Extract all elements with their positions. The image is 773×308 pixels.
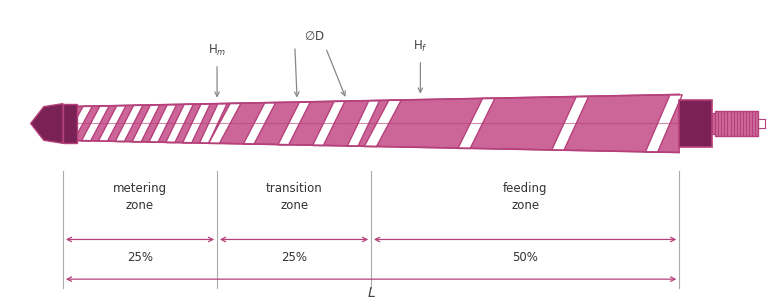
Text: L: L	[367, 286, 375, 300]
Polygon shape	[98, 106, 126, 141]
Text: feeding
zone: feeding zone	[503, 182, 547, 212]
Text: $\varnothing$D: $\varnothing$D	[304, 30, 325, 43]
Polygon shape	[645, 95, 683, 152]
Polygon shape	[312, 101, 345, 146]
Polygon shape	[81, 106, 109, 141]
Text: H$_m$: H$_m$	[208, 43, 226, 58]
Polygon shape	[182, 104, 210, 143]
Bar	[63, 103, 77, 143]
Text: H$_f$: H$_f$	[413, 39, 427, 54]
Text: 50%: 50%	[512, 251, 538, 264]
Polygon shape	[63, 95, 679, 152]
Text: metering
zone: metering zone	[113, 182, 167, 212]
Polygon shape	[209, 103, 241, 144]
Polygon shape	[199, 104, 227, 143]
Polygon shape	[243, 103, 276, 144]
Polygon shape	[148, 105, 176, 142]
Polygon shape	[65, 106, 92, 140]
Polygon shape	[458, 99, 495, 148]
Bar	[679, 100, 711, 147]
Bar	[711, 113, 715, 134]
Polygon shape	[278, 102, 310, 145]
Text: 25%: 25%	[127, 251, 153, 264]
Polygon shape	[347, 101, 380, 146]
Polygon shape	[552, 97, 588, 150]
Text: transition
zone: transition zone	[266, 182, 322, 212]
Polygon shape	[31, 103, 63, 143]
Polygon shape	[165, 104, 193, 143]
Polygon shape	[364, 100, 401, 147]
Bar	[715, 111, 758, 136]
Text: 25%: 25%	[281, 251, 307, 264]
Polygon shape	[132, 105, 160, 142]
Polygon shape	[115, 105, 143, 142]
